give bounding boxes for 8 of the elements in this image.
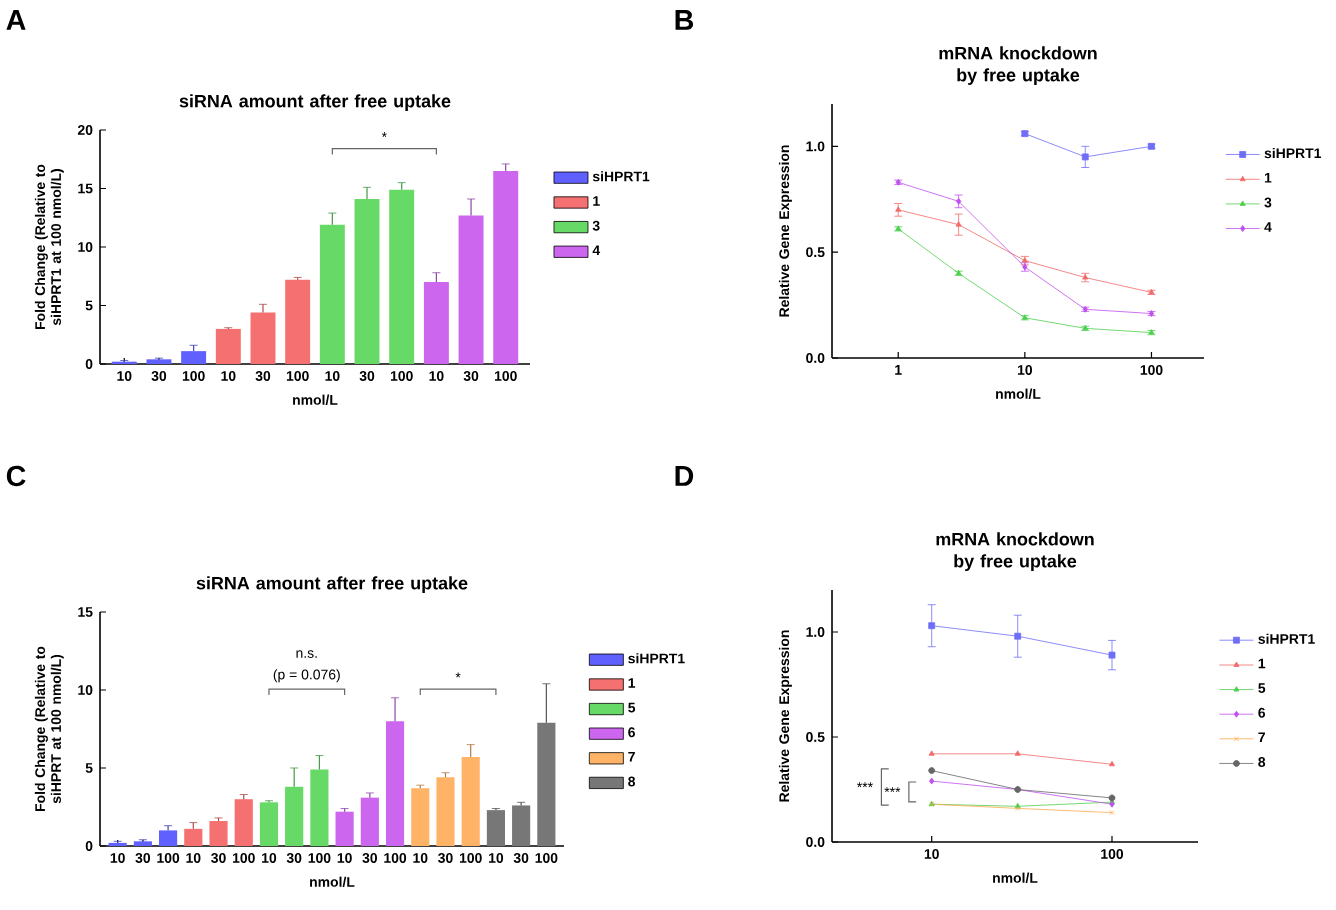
text: B — [675, 10, 694, 30]
text: C — [6, 465, 26, 487]
chart-title: mRNA knockdown by free uptake — [939, 46, 1097, 85]
chart-title: siRNA amount after free uptake — [179, 94, 451, 111]
text: D — [675, 466, 694, 486]
chart-title: siRNA amount after free uptake — [196, 576, 468, 593]
text: A — [6, 10, 26, 30]
chart-title: mRNA knockdown by free uptake — [936, 532, 1094, 571]
